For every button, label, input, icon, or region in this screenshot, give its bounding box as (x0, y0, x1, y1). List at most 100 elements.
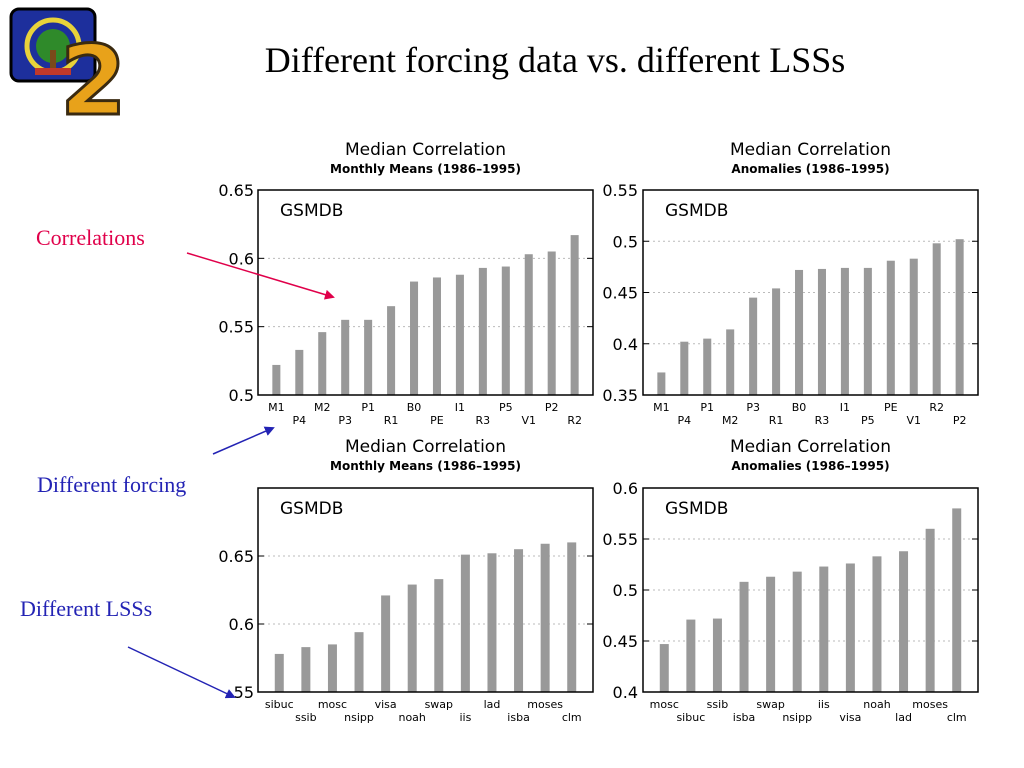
chart-1-bar-P4 (680, 341, 689, 395)
chart-2-xtick-label: moses (527, 698, 563, 711)
chart-0-bar-PE (432, 277, 441, 395)
chart-2-inner-label: GSMDB (280, 499, 343, 519)
chart-1-frame (642, 189, 979, 396)
chart-3-ytick-label: 0.45 (602, 632, 638, 651)
chart-2-bar-noah (407, 584, 417, 692)
chart-1-xtick-label: R3 (815, 414, 830, 427)
chart-1-xtick-label: PE (884, 401, 898, 414)
chart-3-bar-noah (872, 556, 882, 692)
chart-1-inner-label: GSMDB (665, 201, 728, 221)
chart-3-subtitle: Anomalies (1986–1995) (731, 459, 889, 473)
chart-1-bar-I1 (840, 267, 849, 395)
chart-1-xtick-label: P5 (861, 414, 875, 427)
forcing-arrow (212, 426, 275, 455)
chart-0-bar-P5 (501, 266, 510, 395)
chart-1-xtick-label: M2 (722, 414, 739, 427)
chart-3-xtick-label: visa (839, 711, 861, 724)
chart-1-ytick-label: 0.4 (613, 335, 638, 354)
chart-1-bar-P1 (703, 338, 712, 395)
chart-2-ytick-label: 0.6 (229, 615, 254, 634)
chart-1-xtick-label: P1 (700, 401, 714, 414)
chart-1-bar-R3 (817, 268, 826, 395)
chart-3-ytick-label: 0.4 (613, 683, 638, 702)
chart-2-xtick-label: nsipp (344, 711, 374, 724)
chart-3-bar-moses (925, 528, 935, 692)
chart-1-title: Median Correlation (730, 140, 891, 160)
chart-1-ytick-label: 0.35 (602, 386, 638, 405)
different-forcing-label: Different forcing (37, 472, 187, 497)
chart-3-bar-nsipp (792, 571, 802, 692)
chart-0-bar-P4 (295, 349, 304, 395)
chart-0-bar-V1 (524, 254, 533, 395)
chart-1-xtick-label: B0 (792, 401, 807, 414)
chart-0-bar-R3 (478, 267, 487, 395)
logo-digit: 2 (60, 25, 127, 121)
chart-2-bar-clm (567, 542, 577, 692)
chart-0-xtick-label: V1 (521, 414, 536, 427)
chart-0-ytick-label: 0.5 (229, 386, 254, 405)
chart-2-xtick-label: ssib (295, 711, 317, 724)
chart-3-xtick-label: lad (895, 711, 912, 724)
chart-0-xtick-label: R3 (476, 414, 491, 427)
chart-3-ytick-label: 0.55 (602, 530, 638, 549)
chart-0-title: Median Correlation (345, 140, 506, 160)
chart-3-xtick-label: mosc (650, 698, 679, 711)
chart-1-xtick-label: P4 (677, 414, 691, 427)
chart-0-inner-label: GSMDB (280, 201, 343, 221)
correlations-label: Correlations (36, 225, 145, 250)
chart-0-xtick-label: M1 (268, 401, 285, 414)
chart-1-xtick-label: V1 (906, 414, 921, 427)
chart-3-ytick-label: 0.6 (613, 479, 638, 498)
chart-3-bar-visa (845, 563, 855, 692)
chart-2-bar-ssib (301, 647, 311, 692)
chart-2-xtick-label: mosc (318, 698, 347, 711)
chart-1-xtick-label: P3 (746, 401, 760, 414)
chart-2-bar-isba (514, 549, 524, 692)
chart-2-bar-moses (540, 543, 550, 692)
chart-0-xtick-label: P3 (338, 414, 352, 427)
chart-0-bar-P3 (341, 319, 350, 395)
gswp2-logo-icon: 2 (9, 7, 128, 121)
chart-0-ytick-label: 0.6 (229, 249, 254, 268)
chart-3-bar-swap (766, 576, 776, 692)
chart-3-bar-iis (819, 566, 829, 692)
chart-1-xtick-label: I1 (840, 401, 850, 414)
chart-1-bar-P2 (955, 239, 964, 395)
lsss-arrow (127, 646, 236, 699)
chart-2-bar-iis (460, 554, 470, 692)
chart-3-bar-isba (739, 581, 749, 692)
chart-1-subtitle: Anomalies (1986–1995) (731, 162, 889, 176)
chart-0-bar-M2 (318, 332, 327, 395)
chart-0-xtick-label: R1 (384, 414, 399, 427)
chart-3-xtick-label: nsipp (782, 711, 812, 724)
chart-0-ytick-label: 0.65 (218, 181, 254, 200)
chart-3-xtick-label: clm (947, 711, 967, 724)
chart-2-bar-swap (434, 579, 444, 692)
correlations-arrow (186, 252, 335, 300)
different-lsss-label: Different LSSs (20, 596, 153, 621)
chart-3-xtick-label: noah (863, 698, 890, 711)
chart-0-frame (257, 189, 594, 396)
chart-0-bar-I1 (455, 274, 464, 395)
chart-0-bar-B0 (410, 281, 419, 395)
chart-1-bar-M1 (657, 372, 666, 395)
chart-1-bar-B0 (795, 269, 804, 395)
chart-2-xtick-label: clm (562, 711, 582, 724)
chart-2-title: Median Correlation (345, 437, 506, 457)
chart-2-bar-nsipp (354, 632, 364, 692)
chart-0-xtick-label: M2 (314, 401, 331, 414)
chart-2-xtick-label: sibuc (265, 698, 294, 711)
chart-2-xtick-label: swap (425, 698, 453, 711)
chart-0-xtick-label: R2 (567, 414, 582, 427)
chart-1-xtick-label: R1 (769, 414, 784, 427)
chart-3-title: Median Correlation (730, 437, 891, 457)
chart-3-bar-clm (952, 508, 962, 692)
chart-0-xtick-label: P2 (545, 401, 559, 414)
chart-2-xtick-label: iis (459, 711, 471, 724)
slide-title: Different forcing data vs. different LSS… (264, 40, 846, 80)
chart-3-xtick-label: iis (818, 698, 830, 711)
chart-0-bar-P2 (547, 251, 556, 395)
chart-1-xtick-label: R2 (929, 401, 944, 414)
chart-3-bar-ssib (712, 618, 722, 692)
chart-0-subtitle: Monthly Means (1986–1995) (330, 162, 521, 176)
